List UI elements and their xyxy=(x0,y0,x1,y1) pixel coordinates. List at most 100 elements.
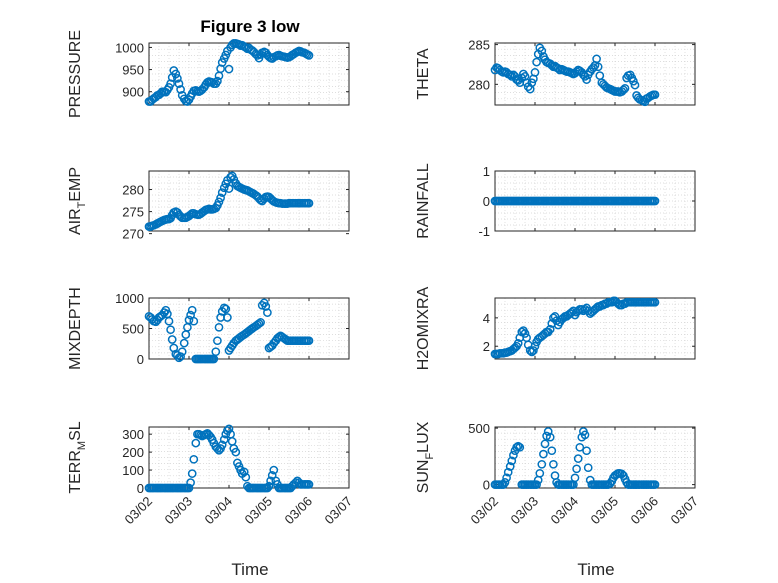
y-tick-label: 0 xyxy=(137,481,144,496)
y-tick-label: 300 xyxy=(122,427,144,442)
data-point xyxy=(264,481,274,491)
x-tick-label: 03/06 xyxy=(282,494,316,528)
series-markers xyxy=(144,424,314,493)
data-point xyxy=(532,57,541,67)
data-point xyxy=(509,450,518,460)
subplot-theta: 280 285 THETA xyxy=(415,38,696,107)
data-point xyxy=(174,79,184,89)
data-point xyxy=(221,50,231,60)
y-axis-label: PRESSURE xyxy=(67,30,84,118)
axes-frame xyxy=(148,42,350,106)
data-point xyxy=(520,329,530,338)
data-point xyxy=(186,478,195,487)
data-point xyxy=(211,347,221,357)
y-tick-label: 4 xyxy=(483,311,490,326)
data-point xyxy=(219,183,229,193)
data-point xyxy=(219,435,229,444)
data-point xyxy=(224,424,234,434)
subplot-rainfall: -1 0 1 RAINFALL xyxy=(415,163,696,239)
data-point xyxy=(515,442,525,452)
y-tick-label: 1000 xyxy=(115,291,144,306)
y-axis-label: SUNFLUX xyxy=(415,421,436,493)
data-point xyxy=(176,352,185,361)
data-point xyxy=(187,305,197,315)
data-point xyxy=(630,80,640,90)
subplot-h2omixra: 2 4 H2OMIXRA xyxy=(415,286,696,370)
data-point xyxy=(213,76,222,86)
data-point xyxy=(592,54,601,64)
data-point xyxy=(304,51,314,60)
subplot-terr_msl: 03/02 03/03 03/04 03/05 03/06 03/07 0 100 200 300… xyxy=(67,421,355,527)
data-point xyxy=(191,438,201,448)
data-point xyxy=(549,459,558,469)
x-tick-label: 03/04 xyxy=(548,494,582,528)
data-point xyxy=(535,468,545,478)
data-point xyxy=(171,69,181,79)
x-tick-label: 03/02 xyxy=(468,494,502,528)
data-point xyxy=(217,188,227,197)
data-point xyxy=(179,338,189,348)
data-point xyxy=(530,68,540,77)
data-point xyxy=(500,478,510,487)
data-point xyxy=(530,341,540,351)
subplot-sun_flux: 03/02 03/03 03/04 03/05 03/06 03/07 0 500 SUNFLU… xyxy=(415,421,701,527)
data-point xyxy=(214,322,224,332)
data-point xyxy=(189,316,199,326)
y-axis-label: H2OMIXRA xyxy=(415,286,432,370)
data-point xyxy=(545,432,555,442)
data-point xyxy=(304,198,314,208)
figure-title: Figure 3 low xyxy=(200,17,300,36)
data-point xyxy=(650,480,660,489)
series-markers xyxy=(490,196,660,206)
x-tick-label: 03/05 xyxy=(588,494,622,528)
axes-frame xyxy=(148,170,350,232)
data-point xyxy=(513,339,523,348)
data-point xyxy=(176,85,185,94)
data-point xyxy=(184,315,194,325)
series-markers xyxy=(490,296,660,359)
x-axis-label-left: Time xyxy=(231,560,268,579)
data-point xyxy=(573,454,583,463)
y-axis-label: RAINFALL xyxy=(415,163,432,239)
data-point xyxy=(177,347,187,357)
x-tick-label: 03/04 xyxy=(202,494,236,528)
data-point xyxy=(231,447,241,457)
data-point xyxy=(269,465,279,475)
data-point xyxy=(547,446,557,456)
y-tick-label: 500 xyxy=(468,421,490,436)
y-axis-label: AIRTEMP xyxy=(67,167,88,235)
data-point xyxy=(221,304,231,314)
data-point xyxy=(499,480,508,489)
data-point xyxy=(224,64,234,74)
data-point xyxy=(570,473,580,483)
data-point xyxy=(166,325,175,335)
data-point xyxy=(219,303,229,313)
subplot-mixdepth: 0 500 1000 MIXDEPTH xyxy=(67,287,350,370)
x-tick-label: 03/06 xyxy=(628,494,662,528)
data-point xyxy=(263,308,272,317)
series-markers xyxy=(144,298,314,364)
data-point xyxy=(650,297,660,307)
x-tick-label: 03/02 xyxy=(122,494,156,528)
data-point xyxy=(256,318,265,327)
data-point xyxy=(532,480,541,489)
data-point xyxy=(620,83,630,93)
y-tick-label: 280 xyxy=(122,183,144,198)
y-tick-label: 1000 xyxy=(115,40,144,55)
data-point xyxy=(507,456,517,466)
data-point xyxy=(582,75,591,84)
series-markers xyxy=(490,43,660,107)
data-point xyxy=(239,467,249,477)
data-point xyxy=(529,346,538,355)
data-point xyxy=(189,454,199,464)
data-point xyxy=(173,74,182,83)
x-tick-label: 03/07 xyxy=(668,494,702,528)
data-point xyxy=(540,439,550,449)
y-tick-label: 900 xyxy=(122,85,144,100)
y-axis-label: MIXDEPTH xyxy=(67,287,84,370)
y-tick-label: 950 xyxy=(122,63,144,78)
data-point xyxy=(522,78,531,88)
data-point xyxy=(263,483,272,493)
data-point xyxy=(261,302,271,311)
